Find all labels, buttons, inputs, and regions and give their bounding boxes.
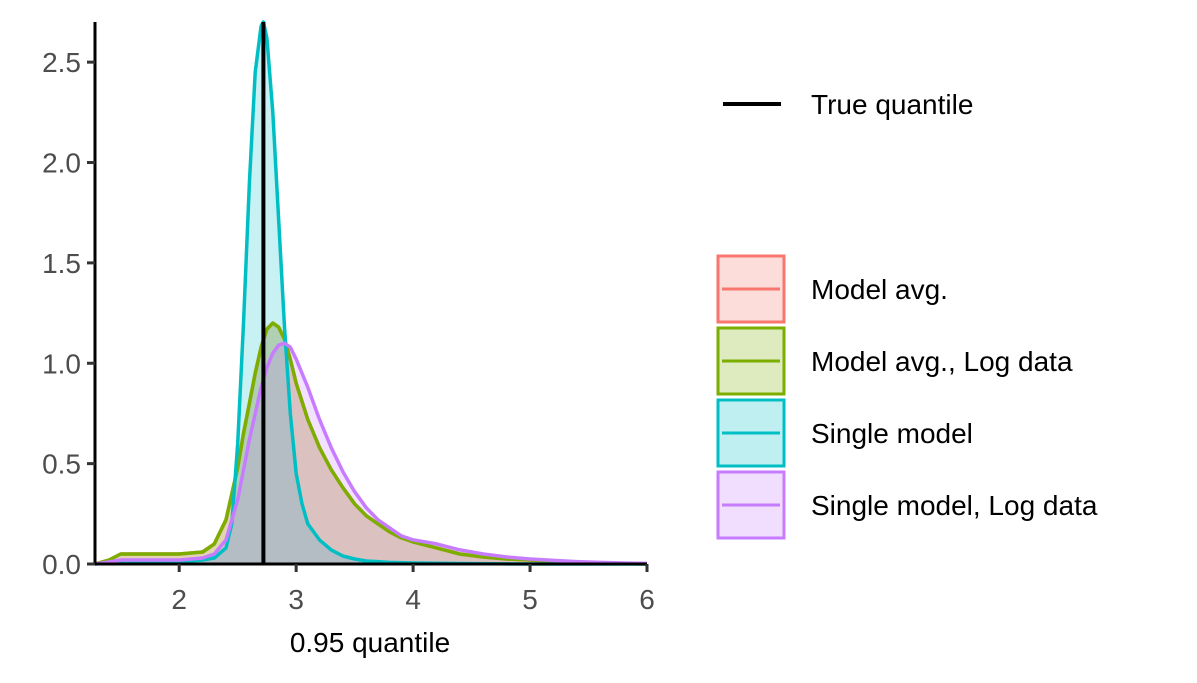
density-line-model-avg-log-data bbox=[94, 321, 648, 566]
legend-item-model-avg-log-data: Model avg., Log data bbox=[716, 326, 1073, 396]
density-area-single-model bbox=[95, 22, 647, 564]
density-lines bbox=[94, 20, 648, 566]
legend-item-model-avg: Model avg. bbox=[716, 254, 948, 324]
legend-label-true-quantile: True quantile bbox=[811, 89, 973, 120]
x-tick-label: 4 bbox=[405, 584, 421, 615]
x-tick-label: 6 bbox=[639, 584, 655, 615]
legend: True quantile Model avg. Model avg., Log d… bbox=[716, 89, 1098, 540]
axes: 0.0 0.5 1.0 1.5 2.0 2.5 2 3 4 5 6 bbox=[42, 22, 655, 615]
density-line-single-model-log-data bbox=[94, 341, 648, 566]
y-tick-label: 1.5 bbox=[42, 248, 81, 279]
x-tick-label: 3 bbox=[288, 584, 304, 615]
x-tick-label: 2 bbox=[171, 584, 187, 615]
y-tick-label: 2.0 bbox=[42, 148, 81, 179]
legend-label-single-model-log-data: Single model, Log data bbox=[811, 490, 1098, 521]
y-tick-label: 0.0 bbox=[42, 549, 81, 580]
legend-label-single-model: Single model bbox=[811, 418, 973, 449]
legend-item-true-quantile: True quantile bbox=[723, 89, 973, 120]
legend-label-model-avg: Model avg. bbox=[811, 274, 948, 305]
y-tick-label: 0.5 bbox=[42, 449, 81, 480]
x-tick-label: 5 bbox=[522, 584, 538, 615]
density-area-single-model-log-data bbox=[95, 343, 647, 564]
density-areas bbox=[95, 22, 647, 564]
y-tick-label: 1.0 bbox=[42, 348, 81, 379]
x-axis-title: 0.95 quantile bbox=[290, 627, 450, 658]
y-tick-label: 2.5 bbox=[42, 47, 81, 78]
legend-label-model-avg-log-data: Model avg., Log data bbox=[811, 346, 1073, 377]
density-line-single-model bbox=[94, 20, 647, 566]
legend-item-single-model-log-data: Single model, Log data bbox=[716, 470, 1098, 540]
legend-item-single-model: Single model bbox=[716, 398, 973, 468]
